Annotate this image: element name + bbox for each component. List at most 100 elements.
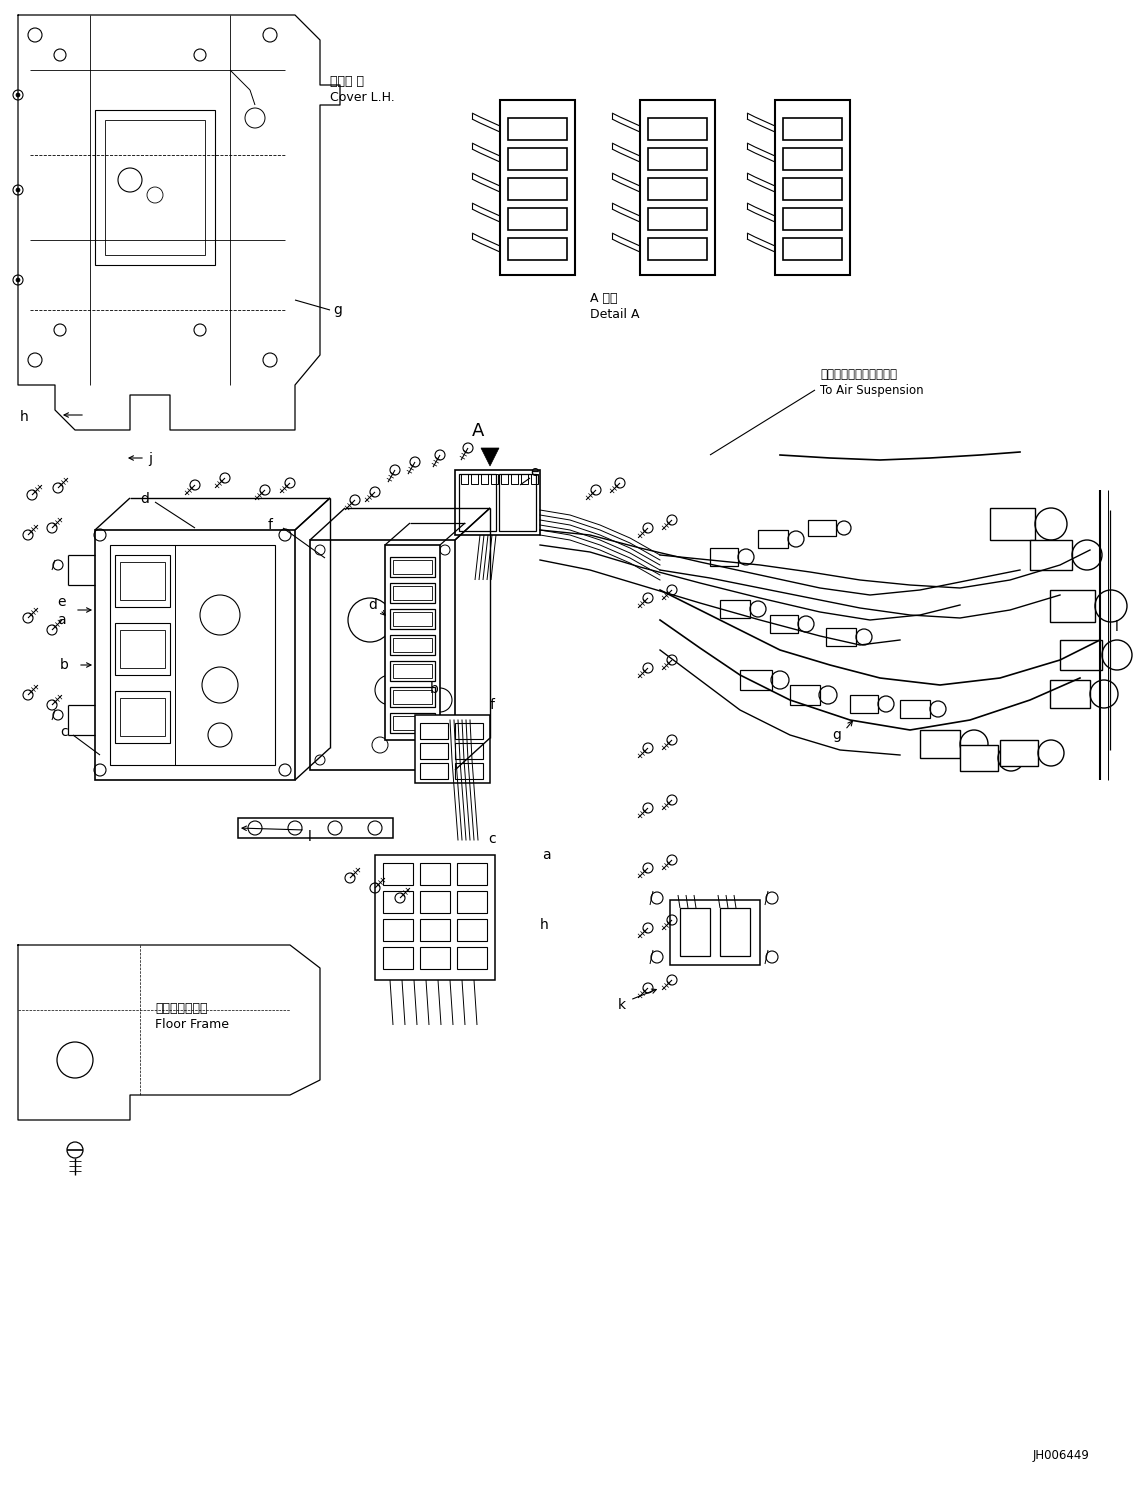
Bar [393,611,432,626]
Bar [390,583,435,602]
Bar [390,558,435,577]
Bar [461,474,468,485]
Bar [990,508,1035,540]
Bar [121,562,165,599]
Bar [670,901,760,965]
Text: k: k [618,997,626,1012]
Bar [455,723,483,740]
Bar [850,695,878,713]
Text: h: h [20,410,29,423]
Bar [960,746,998,771]
Bar [900,699,930,719]
Text: l: l [308,830,312,844]
Bar [420,763,448,778]
Text: a: a [542,848,551,862]
Bar [1060,640,1102,669]
Bar [420,723,448,740]
Bar [720,599,750,617]
Bar [775,100,850,274]
Bar [420,947,450,969]
Bar [393,716,432,731]
Text: l: l [1115,620,1119,634]
Bar [471,474,478,485]
Bar [1000,740,1038,766]
Text: c: c [60,725,68,740]
Bar [783,209,841,230]
Text: Floor Frame: Floor Frame [155,1018,228,1030]
Bar [511,474,518,485]
Bar [393,561,432,574]
Bar [770,614,798,634]
Bar [385,546,440,740]
Text: b: b [60,658,69,672]
Bar [491,474,498,485]
Bar [455,470,540,535]
Bar [457,947,487,969]
Bar [383,892,413,912]
Bar [758,529,788,549]
Text: c: c [488,832,496,845]
Circle shape [16,92,20,97]
Text: エアーサスペンションへ: エアーサスペンションへ [820,368,897,382]
Bar [680,908,709,956]
Bar [499,474,536,531]
Bar [390,661,435,681]
Text: Detail A: Detail A [590,309,639,321]
Polygon shape [481,447,499,467]
Bar [647,118,707,140]
Bar [455,763,483,778]
Text: f: f [267,517,273,532]
Text: A: A [472,422,484,440]
Bar [393,586,432,599]
Bar [420,892,450,912]
Circle shape [16,277,20,282]
Text: h: h [540,918,549,932]
Bar [115,555,170,607]
Bar [639,100,715,274]
Bar [414,716,490,783]
Bar [420,918,450,941]
Bar [310,540,455,769]
Bar [509,177,567,200]
Bar [390,608,435,629]
Bar [115,690,170,743]
Bar [383,947,413,969]
Bar [110,546,276,765]
Text: e: e [530,465,538,479]
Bar [647,148,707,170]
Bar [783,118,841,140]
Bar [920,731,960,757]
Text: d: d [369,598,377,611]
Text: To Air Suspension: To Air Suspension [820,385,924,397]
Bar [393,690,432,704]
Bar [532,474,538,485]
Bar [783,148,841,170]
Bar [457,918,487,941]
Bar [790,684,820,705]
Text: e: e [57,595,65,608]
Bar [390,635,435,655]
Text: JH006449: JH006449 [1033,1449,1089,1463]
Bar [509,148,567,170]
Bar [1030,540,1072,570]
Bar [647,177,707,200]
Bar [647,239,707,259]
Bar [808,520,836,535]
Text: f: f [490,698,495,713]
Bar [501,474,509,485]
Bar [420,743,448,759]
Bar [393,638,432,652]
Bar [115,623,170,675]
Text: カバー 左: カバー 左 [329,75,364,88]
Bar [459,474,496,531]
Bar [104,119,205,255]
Text: Cover L.H.: Cover L.H. [329,91,395,104]
Bar [783,239,841,259]
Bar [827,628,856,646]
Text: A 詳細: A 詳細 [590,292,618,306]
Bar [720,908,750,956]
Bar [383,863,413,886]
Bar [457,892,487,912]
Bar [390,687,435,707]
Bar [375,854,495,980]
